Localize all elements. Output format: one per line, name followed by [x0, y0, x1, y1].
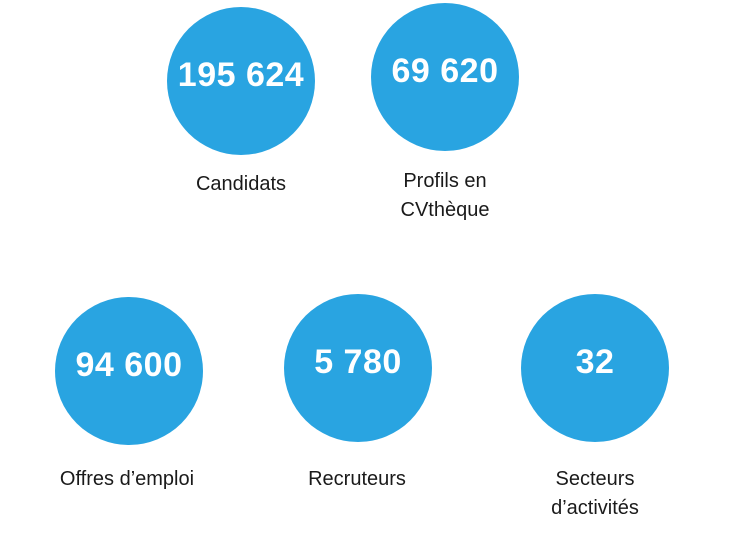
stat-circle: 195 624: [167, 7, 315, 155]
stat-label: Offres d’emploi: [27, 465, 227, 494]
stat-value: 195 624: [177, 55, 305, 94]
stat-label: Secteurs d’activités: [495, 465, 695, 523]
stat-value: 94 600: [75, 345, 183, 384]
stat-value: 5 780: [314, 342, 402, 381]
stat-label-line: CVthèque: [400, 199, 490, 221]
stat-label: Candidats: [141, 170, 341, 199]
stat-label-line: Profils en: [403, 170, 487, 192]
stat-circle: 69 620: [371, 3, 519, 151]
stat-label-line: Offres d’emploi: [59, 468, 195, 490]
stat-value: 32: [575, 342, 615, 381]
stat-label-line: Candidats: [195, 173, 287, 195]
stat-label-line: Recruteurs: [308, 468, 406, 490]
stat-label: Profils en CVthèque: [345, 167, 545, 225]
stat-circle: 5 780: [284, 294, 432, 442]
stat-value: 69 620: [391, 51, 499, 90]
stat-label-line: Secteurs: [555, 468, 635, 490]
stat-circle: 32: [521, 294, 669, 442]
stat-circle: 94 600: [55, 297, 203, 445]
stat-label-line: d’activités: [551, 497, 639, 519]
stat-label: Recruteurs: [257, 465, 457, 494]
